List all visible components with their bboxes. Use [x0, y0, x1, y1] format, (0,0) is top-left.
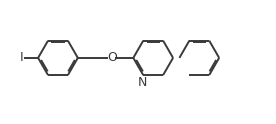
Text: N: N [138, 77, 147, 89]
Text: O: O [107, 51, 117, 64]
Text: I: I [20, 51, 23, 64]
